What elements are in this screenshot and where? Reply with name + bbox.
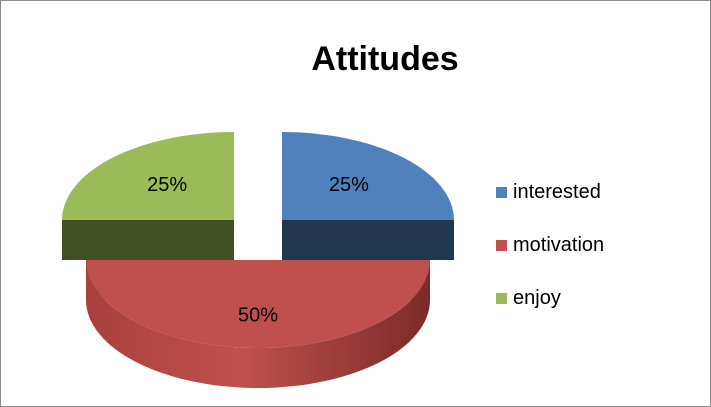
- legend-item-enjoy: enjoy: [496, 286, 696, 309]
- pie-slice-motivation-top: [86, 260, 430, 348]
- legend-item-interested: interested: [496, 180, 696, 203]
- chart-title: Attitudes: [311, 40, 459, 78]
- legend-label-enjoy: enjoy: [513, 286, 561, 309]
- legend-swatch-interested: [496, 186, 507, 198]
- legend-swatch-enjoy: [496, 292, 507, 304]
- pie-slice-interested-wall-1: [282, 220, 454, 260]
- pie-slice-motivation: [86, 260, 430, 388]
- data-label-enjoy: 25%: [147, 174, 187, 196]
- pie-slice-interested: [282, 132, 454, 260]
- legend-item-motivation: motivation: [496, 233, 696, 256]
- pie-slice-motivation-side-0: [86, 260, 430, 388]
- pie-slice-interested-top: [282, 132, 454, 220]
- pie-slice-enjoy-top: [62, 132, 234, 220]
- data-label-motivation: 50%: [238, 305, 278, 327]
- pie-slice-enjoy-wall-0: [62, 220, 234, 260]
- data-label-interested: 25%: [329, 174, 369, 196]
- legend: interested motivation enjoy: [496, 180, 696, 341]
- pie-slice-enjoy: [62, 132, 234, 260]
- legend-label-interested: interested: [513, 180, 601, 203]
- legend-swatch-motivation: [496, 239, 507, 251]
- legend-label-motivation: motivation: [513, 233, 605, 256]
